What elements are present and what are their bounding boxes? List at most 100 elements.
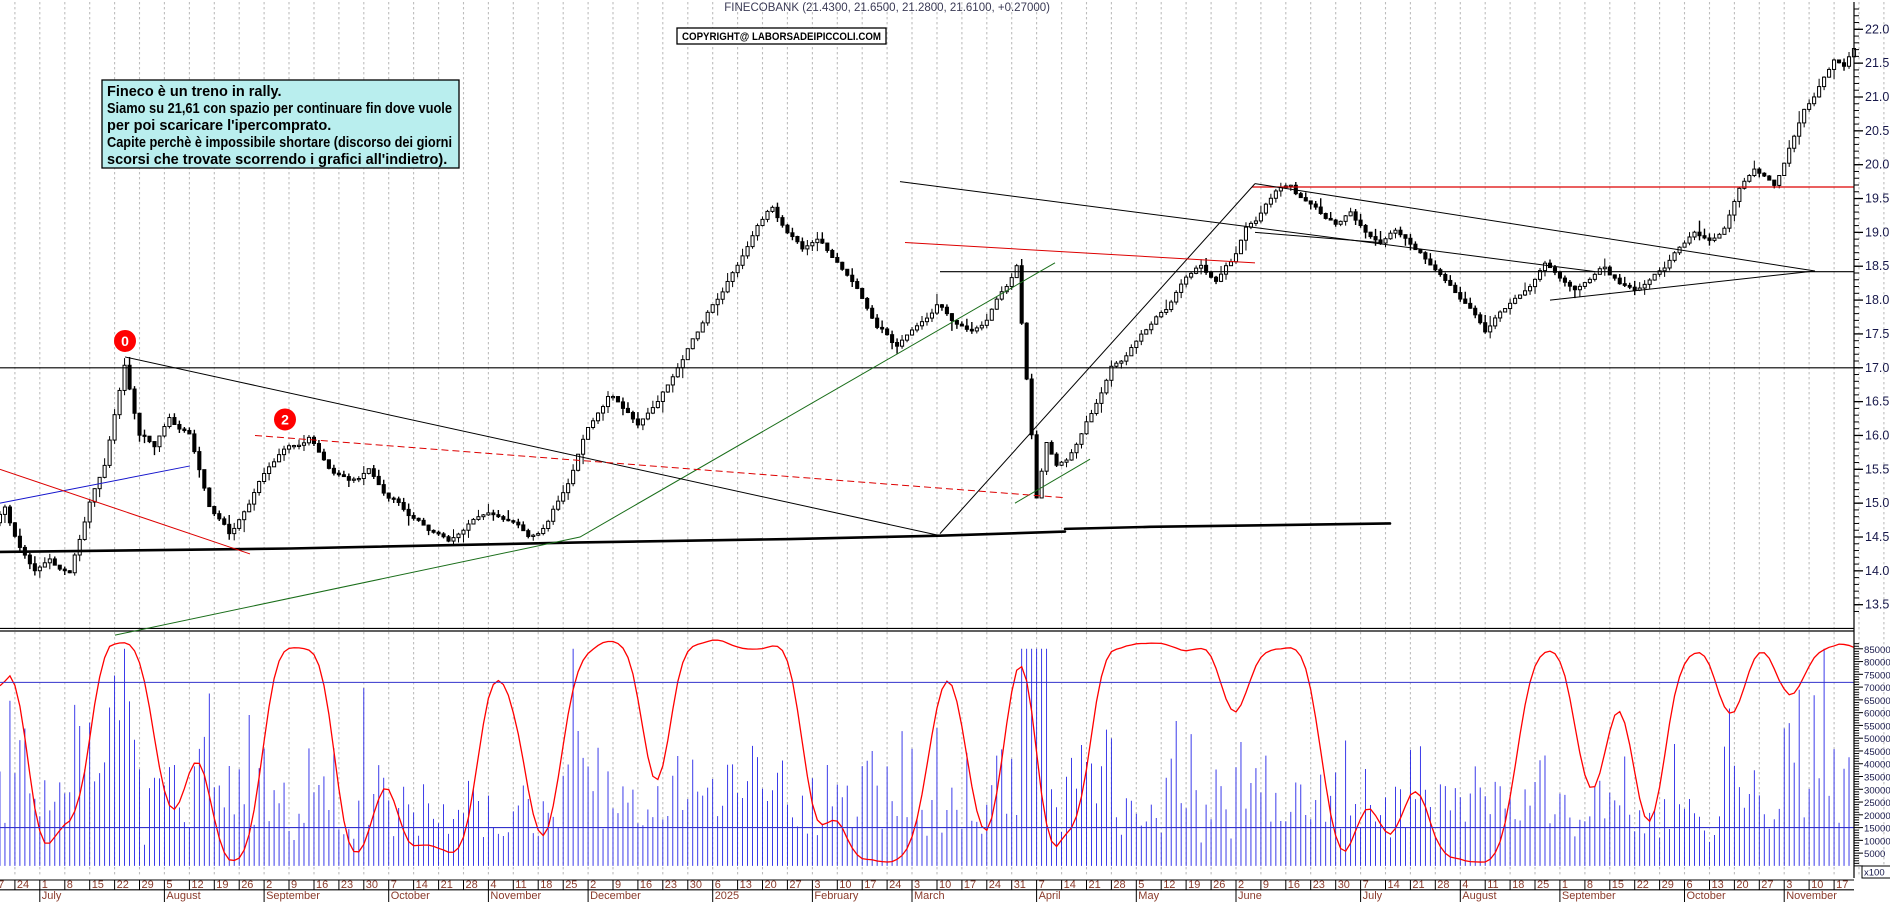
svg-text:13: 13 bbox=[740, 879, 752, 891]
svg-text:9: 9 bbox=[615, 879, 621, 891]
svg-text:July: July bbox=[42, 890, 62, 902]
svg-text:19: 19 bbox=[1188, 879, 1200, 891]
svg-text:12: 12 bbox=[1163, 879, 1175, 891]
svg-text:22: 22 bbox=[117, 879, 129, 891]
svg-text:x100: x100 bbox=[1864, 868, 1885, 879]
svg-text:6: 6 bbox=[1687, 879, 1693, 891]
svg-text:Siamo su 21,61 con spazio per: Siamo su 21,61 con spazio per continuare… bbox=[107, 101, 452, 117]
svg-text:March: March bbox=[914, 890, 945, 902]
svg-text:18: 18 bbox=[1512, 879, 1524, 891]
svg-text:22.0: 22.0 bbox=[1865, 22, 1889, 36]
svg-text:7: 7 bbox=[1039, 879, 1045, 891]
svg-text:16.0: 16.0 bbox=[1865, 428, 1889, 442]
svg-text:1: 1 bbox=[1562, 879, 1568, 891]
svg-text:October: October bbox=[391, 890, 430, 902]
svg-text:FINECOBANK (21.4300, 21.6500,: FINECOBANK (21.4300, 21.6500, 21.2800, 2… bbox=[724, 2, 1050, 14]
svg-text:40000: 40000 bbox=[1864, 760, 1890, 771]
svg-text:21: 21 bbox=[1412, 879, 1424, 891]
svg-text:50000: 50000 bbox=[1864, 734, 1890, 745]
svg-text:2: 2 bbox=[266, 879, 272, 891]
svg-text:24: 24 bbox=[889, 879, 901, 891]
svg-text:November: November bbox=[490, 890, 541, 902]
svg-text:31: 31 bbox=[1014, 879, 1026, 891]
svg-text:10: 10 bbox=[939, 879, 951, 891]
svg-text:30: 30 bbox=[366, 879, 378, 891]
svg-text:17: 17 bbox=[1836, 879, 1848, 891]
svg-text:16: 16 bbox=[316, 879, 328, 891]
svg-text:November: November bbox=[1786, 890, 1837, 902]
svg-text:35000: 35000 bbox=[1864, 773, 1890, 784]
svg-text:October: October bbox=[1687, 890, 1726, 902]
svg-text:26: 26 bbox=[241, 879, 253, 891]
svg-text:7: 7 bbox=[391, 879, 397, 891]
svg-text:10: 10 bbox=[1811, 879, 1823, 891]
svg-text:15.5: 15.5 bbox=[1865, 462, 1889, 476]
svg-text:8: 8 bbox=[1587, 879, 1593, 891]
svg-text:11: 11 bbox=[515, 879, 526, 891]
svg-text:23: 23 bbox=[665, 879, 677, 891]
svg-text:scorsi che trovate scorrendo i: scorsi che trovate scorrendo i grafici a… bbox=[107, 152, 447, 168]
svg-text:70000: 70000 bbox=[1864, 683, 1890, 694]
svg-text:2: 2 bbox=[590, 879, 596, 891]
svg-text:26: 26 bbox=[1213, 879, 1225, 891]
svg-text:20: 20 bbox=[1736, 879, 1748, 891]
svg-text:85000: 85000 bbox=[1864, 645, 1890, 656]
svg-text:7: 7 bbox=[1363, 879, 1369, 891]
svg-text:17: 17 bbox=[964, 879, 976, 891]
svg-text:August: August bbox=[166, 890, 200, 902]
svg-text:23: 23 bbox=[1313, 879, 1325, 891]
svg-text:55000: 55000 bbox=[1864, 721, 1890, 732]
svg-text:18.0: 18.0 bbox=[1865, 293, 1889, 307]
svg-text:25: 25 bbox=[565, 879, 577, 891]
svg-text:Fineco è un treno in rally.: Fineco è un treno in rally. bbox=[107, 84, 282, 100]
svg-text:3: 3 bbox=[1786, 879, 1792, 891]
svg-text:28: 28 bbox=[466, 879, 478, 891]
svg-text:20: 20 bbox=[765, 879, 777, 891]
svg-text:17.0: 17.0 bbox=[1865, 361, 1889, 375]
svg-text:80000: 80000 bbox=[1864, 658, 1890, 669]
svg-text:24: 24 bbox=[989, 879, 1001, 891]
svg-text:28: 28 bbox=[1113, 879, 1125, 891]
svg-text:16.5: 16.5 bbox=[1865, 395, 1889, 409]
svg-text:6: 6 bbox=[715, 879, 721, 891]
svg-text:1: 1 bbox=[42, 879, 48, 891]
svg-text:20.5: 20.5 bbox=[1865, 124, 1889, 138]
svg-text:September: September bbox=[1562, 890, 1616, 902]
svg-text:15000: 15000 bbox=[1864, 824, 1890, 835]
svg-text:21.5: 21.5 bbox=[1865, 56, 1889, 70]
svg-text:16: 16 bbox=[640, 879, 652, 891]
svg-text:14.5: 14.5 bbox=[1865, 530, 1889, 544]
svg-text:13.5: 13.5 bbox=[1865, 598, 1889, 612]
svg-text:23: 23 bbox=[341, 879, 353, 891]
svg-text:21: 21 bbox=[1089, 879, 1101, 891]
svg-text:27: 27 bbox=[1761, 879, 1773, 891]
svg-text:COPYRIGHT@ LABORSADEIPICCOLI.C: COPYRIGHT@ LABORSADEIPICCOLI.COM bbox=[682, 31, 881, 43]
svg-text:19.5: 19.5 bbox=[1865, 192, 1889, 206]
svg-text:2025: 2025 bbox=[715, 890, 739, 902]
svg-text:9: 9 bbox=[1263, 879, 1269, 891]
svg-text:per poi scaricare l'ipercompra: per poi scaricare l'ipercomprato. bbox=[107, 118, 331, 134]
svg-text:24: 24 bbox=[17, 879, 29, 891]
svg-text:December: December bbox=[590, 890, 641, 902]
svg-text:Capite perchè è impossibile sh: Capite perchè è impossibile shortare (di… bbox=[107, 135, 452, 151]
svg-text:16: 16 bbox=[1288, 879, 1300, 891]
svg-text:July: July bbox=[1363, 890, 1383, 902]
svg-text:18.5: 18.5 bbox=[1865, 259, 1889, 273]
svg-text:15: 15 bbox=[92, 879, 104, 891]
svg-text:45000: 45000 bbox=[1864, 747, 1890, 758]
svg-text:14: 14 bbox=[416, 879, 428, 891]
svg-text:18: 18 bbox=[540, 879, 552, 891]
svg-text:April: April bbox=[1039, 890, 1061, 902]
svg-text:13: 13 bbox=[1712, 879, 1724, 891]
svg-text:28: 28 bbox=[1437, 879, 1449, 891]
svg-text:February: February bbox=[814, 890, 859, 902]
svg-text:21.0: 21.0 bbox=[1865, 90, 1889, 104]
svg-text:65000: 65000 bbox=[1864, 696, 1890, 707]
svg-text:2: 2 bbox=[281, 411, 289, 427]
svg-text:19: 19 bbox=[216, 879, 228, 891]
svg-text:29: 29 bbox=[1662, 879, 1674, 891]
svg-text:May: May bbox=[1138, 890, 1159, 902]
svg-text:20000: 20000 bbox=[1864, 811, 1890, 822]
svg-text:19.0: 19.0 bbox=[1865, 225, 1889, 239]
svg-text:3: 3 bbox=[814, 879, 820, 891]
